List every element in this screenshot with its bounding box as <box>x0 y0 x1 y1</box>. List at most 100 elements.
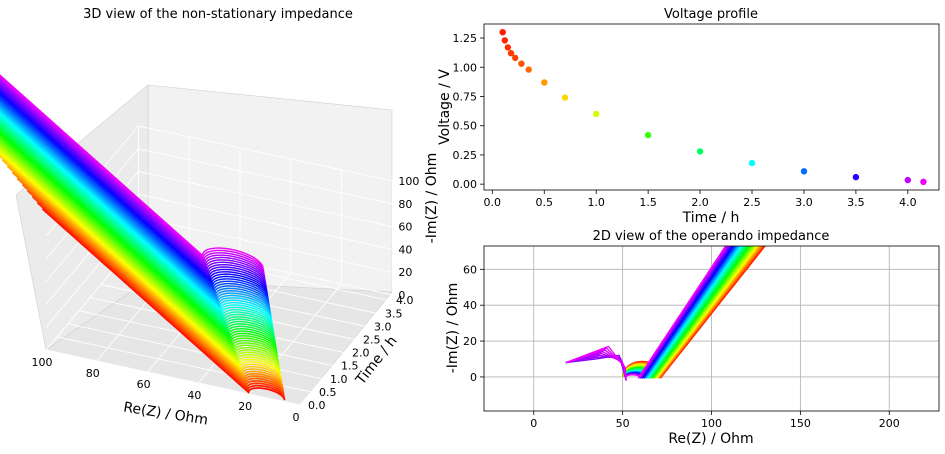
voltage-point <box>852 173 860 181</box>
curve-3d <box>0 84 266 282</box>
curve-3d <box>0 77 265 273</box>
y-tick-label: 0.5 <box>319 386 337 399</box>
voltage-point <box>593 110 600 118</box>
curve-3d <box>0 139 279 358</box>
y-tick-label: 0.50 <box>453 120 478 133</box>
curve-2d <box>625 246 729 379</box>
grid-line <box>138 125 393 182</box>
curve-3d <box>0 85 267 285</box>
curve-3d <box>0 105 271 311</box>
curve-2d <box>625 246 731 379</box>
curve-3d <box>0 108 272 316</box>
curve-3d <box>0 90 268 291</box>
grid-2d <box>484 246 939 411</box>
voltage-point <box>644 131 652 139</box>
curve-3d <box>0 147 281 369</box>
voltage-point <box>561 94 569 101</box>
zlabel-3d: -Im(Z) / Ohm <box>424 153 440 243</box>
ylabel-2d: -Im(Z) / Ohm <box>445 283 461 373</box>
curve-3d <box>0 101 270 307</box>
voltage-point <box>512 54 519 62</box>
x-tick-label: 60 <box>137 378 151 391</box>
curve-3d <box>0 103 271 309</box>
voltage-point <box>904 176 911 184</box>
curve-2d <box>624 246 734 380</box>
y-tick-label: 1.5 <box>341 360 359 373</box>
x-ticks-3d: 100 80 60 40 20 0 <box>32 356 300 424</box>
voltage-point <box>518 60 525 67</box>
curve-2d <box>624 246 738 379</box>
curve-2d <box>624 246 742 379</box>
curve-3d <box>0 106 272 314</box>
curve-3d <box>0 124 276 338</box>
curve-2d <box>624 246 741 379</box>
curve-2d <box>624 246 734 379</box>
voltage-point <box>499 29 506 36</box>
curve-3d <box>26 189 285 394</box>
x-tick-label: 100 <box>32 356 53 369</box>
voltage-point <box>696 148 704 155</box>
panel-2d-impedance: 2D view of the operando impedance 0 50 100… <box>445 229 940 447</box>
curve-3d <box>0 114 273 325</box>
curve-2d <box>625 246 732 379</box>
curve-3d <box>0 142 279 363</box>
x-ticks-voltage: 0.0 0.5 1.0 1.5 2.0 2.5 3.0 3.5 4.0 <box>484 190 917 209</box>
curve-3d <box>0 140 279 361</box>
curve-3d <box>0 134 278 351</box>
curve-3d <box>0 137 278 356</box>
y-tick-label: 1.0 <box>330 373 348 386</box>
curve-3d <box>0 155 282 380</box>
curve-3d <box>0 123 275 336</box>
ylabel-voltage: Voltage / V <box>437 69 453 145</box>
z-tick-label: 80 <box>398 198 412 211</box>
curve-2d <box>624 246 739 379</box>
y-tick-label: 2.0 <box>352 347 370 360</box>
curve-2d <box>624 246 736 379</box>
curve-3d <box>0 153 282 378</box>
curve-3d <box>31 195 285 396</box>
voltage-point <box>920 178 927 185</box>
curve-3d <box>0 95 269 298</box>
y-ticks-voltage: 0.00 0.25 0.50 0.75 1.00 1.25 <box>453 32 484 191</box>
y-tick-label: 20 <box>463 335 477 348</box>
grid-line <box>138 171 393 227</box>
curve-2d <box>624 246 740 379</box>
curve-3d <box>0 131 277 347</box>
title-2d: 2D view of the operando impedance <box>593 229 830 244</box>
voltage-point <box>501 37 508 44</box>
voltage-point <box>748 159 756 167</box>
curve-3d <box>21 183 284 392</box>
grid-line <box>138 193 393 250</box>
curve-3d <box>0 121 275 334</box>
curve-2d <box>624 246 735 379</box>
x-tick-label: 1.5 <box>639 196 657 209</box>
y-ticks-2d: 0 20 40 60 <box>463 263 484 384</box>
xlabel-2d: Re(Z) / Ohm <box>668 431 753 447</box>
curve-3d <box>0 111 273 320</box>
curve-3d <box>0 74 264 269</box>
voltage-point <box>800 168 808 175</box>
x-tick-label: 100 <box>701 417 722 430</box>
z-tick-label: 100 <box>398 175 419 188</box>
y-tick-label: 3.0 <box>374 320 392 333</box>
grid-line <box>138 216 393 273</box>
voltage-points <box>499 29 927 185</box>
voltage-point <box>504 44 512 51</box>
x-tick-label: 3.0 <box>795 196 813 209</box>
curve-3d <box>0 129 277 345</box>
curve-3d <box>0 100 270 305</box>
x-tick-label: 0 <box>530 417 537 430</box>
x-tick-label: 4.0 <box>899 196 917 209</box>
curve-2d <box>623 246 744 379</box>
y-tick-label: 2.5 <box>363 334 381 347</box>
panel-3d-impedance: 3D view of the non-stationary impedance … <box>0 7 440 429</box>
curve-3d <box>0 149 281 372</box>
x-tick-label: 0.0 <box>484 196 502 209</box>
curve-2d <box>624 246 738 379</box>
curve-2d <box>625 246 729 380</box>
x-tick-label: 200 <box>879 417 900 430</box>
x-tick-label: 0.5 <box>536 196 554 209</box>
y-tick-label: 0 <box>470 371 477 384</box>
y-tick-label: 1.25 <box>453 32 478 45</box>
panel-voltage-profile: Voltage profile 0.0 0.5 1.0 1.5 2.0 2.5 3.0 3.5… <box>437 7 940 226</box>
